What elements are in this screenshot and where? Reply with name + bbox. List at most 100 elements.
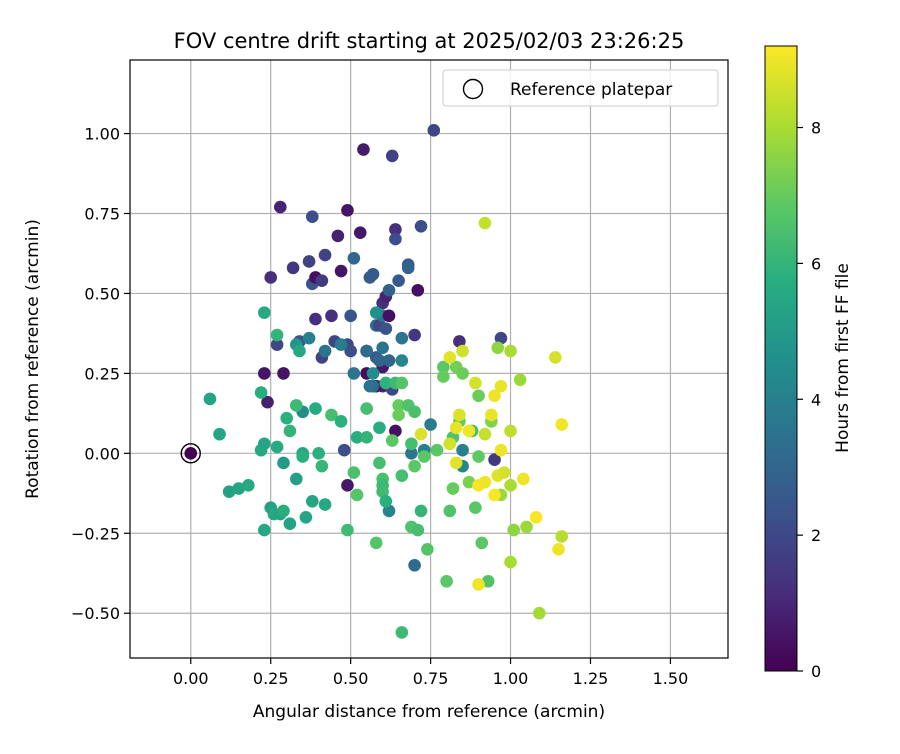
data-point	[494, 379, 508, 393]
data-point	[213, 427, 226, 441]
data-point	[366, 267, 380, 281]
data-point	[289, 399, 303, 412]
data-point	[395, 376, 409, 390]
data-point	[232, 482, 246, 495]
data-point	[270, 338, 284, 351]
legend: Reference platepar	[442, 69, 719, 107]
y-tick-label: 0.00	[84, 444, 120, 463]
x-tick-label: 0.25	[253, 669, 289, 688]
legend-entry-reference-platepar: Reference platepar	[510, 80, 672, 100]
data-point	[373, 421, 386, 435]
data-point	[408, 405, 421, 419]
data-point	[414, 427, 428, 441]
y-axis-label: Rotation from reference (arcmin)	[23, 219, 43, 499]
data-point	[353, 226, 367, 239]
data-point	[427, 124, 441, 137]
data-point	[261, 395, 274, 409]
data-point	[376, 341, 389, 355]
data-point	[334, 264, 348, 278]
data-point	[373, 456, 386, 470]
data-point	[392, 408, 405, 422]
data-point	[376, 485, 389, 499]
data-point	[453, 335, 466, 348]
data-point	[270, 440, 284, 454]
data-point	[437, 370, 450, 383]
data-point	[414, 219, 428, 233]
x-axis-ticks: 0.00 0.25 0.50 0.75 1.00 1.25 1.50	[173, 658, 688, 688]
reference-platepar-marker	[180, 443, 201, 464]
data-point	[315, 274, 329, 287]
data-point	[405, 447, 418, 460]
data-point	[462, 475, 476, 489]
data-point	[289, 472, 303, 486]
data-point	[222, 485, 236, 499]
data-point	[453, 408, 466, 422]
data-point	[379, 495, 393, 508]
data-point	[504, 424, 517, 438]
colorbar-label: Hours from first FF file	[833, 263, 853, 453]
data-point	[411, 523, 425, 537]
data-point	[478, 216, 492, 230]
data-point	[325, 408, 338, 422]
data-point	[373, 354, 386, 367]
data-point	[513, 373, 527, 387]
data-point	[446, 482, 460, 495]
colorbar: 0 2 4 6 8 Hours from first FF file	[764, 45, 853, 681]
data-point	[270, 328, 284, 342]
data-point	[382, 283, 396, 297]
data-point	[395, 354, 409, 367]
data-point	[277, 367, 290, 380]
data-point	[242, 479, 255, 492]
data-point	[341, 479, 354, 492]
data-point	[485, 408, 498, 422]
data-point	[350, 488, 364, 502]
data-point	[277, 456, 290, 470]
data-point	[389, 424, 402, 438]
data-point	[529, 510, 543, 524]
data-point	[533, 606, 546, 620]
data-point	[379, 376, 393, 390]
data-point	[347, 466, 361, 479]
data-point	[392, 274, 405, 287]
data-point	[280, 411, 293, 425]
data-point	[456, 367, 469, 380]
data-point	[421, 542, 434, 556]
data-point	[337, 443, 351, 457]
data-point	[203, 392, 217, 406]
x-tick-label: 1.50	[653, 669, 689, 688]
data-point	[315, 459, 329, 473]
data-point	[273, 200, 287, 214]
data-point	[379, 322, 393, 335]
data-point	[366, 367, 380, 380]
data-point	[363, 379, 377, 393]
data-point	[401, 261, 415, 275]
data-point	[302, 331, 316, 345]
data-point	[408, 459, 421, 473]
data-point	[184, 447, 198, 460]
data-point	[449, 421, 463, 435]
colorbar-tick-label: 8	[811, 119, 821, 138]
data-point	[472, 578, 485, 591]
x-tick-label: 0.00	[173, 669, 209, 688]
data-point	[549, 351, 562, 364]
data-point	[331, 229, 345, 243]
data-points	[180, 124, 569, 639]
data-point	[469, 376, 482, 390]
data-point	[341, 523, 354, 537]
data-point	[264, 271, 278, 284]
data-point	[481, 574, 495, 588]
y-tick-label: 0.75	[84, 204, 120, 223]
grid	[130, 60, 728, 658]
data-point	[318, 498, 332, 511]
data-point	[504, 479, 517, 492]
data-point	[395, 469, 409, 483]
data-point	[302, 255, 316, 268]
x-tick-label: 0.75	[413, 669, 449, 688]
data-point	[517, 472, 530, 486]
data-point	[258, 367, 271, 380]
data-point	[456, 344, 469, 358]
data-point	[507, 523, 521, 537]
data-point	[552, 542, 565, 556]
data-point	[437, 360, 450, 374]
